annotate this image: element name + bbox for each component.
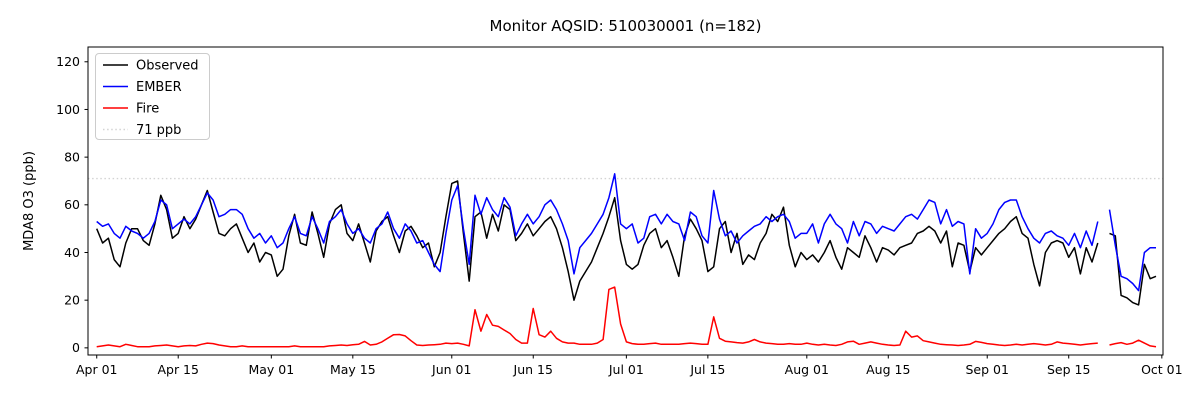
- x-tick-label: Jun 15: [513, 362, 553, 377]
- x-tick-label: Aug 01: [785, 362, 829, 377]
- x-tick-label: Apr 15: [157, 362, 199, 377]
- y-axis-label: MDA8 O3 (ppb): [22, 151, 37, 251]
- x-tick-label: Aug 15: [866, 362, 910, 377]
- series-line-ember: [96, 173, 1099, 275]
- legend-label-fire: Fire: [136, 102, 159, 117]
- legend-label-observed: Observed: [136, 59, 199, 74]
- series-line-observed: [1109, 232, 1157, 306]
- legend-box: [95, 53, 210, 140]
- legend: Observed EMBER Fire 71 ppb: [95, 53, 210, 140]
- x-tick-label: May 01: [248, 362, 294, 377]
- x-tick-label: Sep 15: [1047, 362, 1090, 377]
- series-line-observed: [96, 180, 1099, 301]
- series-line-fire: [1109, 339, 1157, 348]
- series-line-fire: [96, 286, 1098, 348]
- y-tick-label: 60: [64, 197, 80, 212]
- x-tick-label: Sep 01: [966, 362, 1009, 377]
- legend-label-ember: EMBER: [136, 80, 182, 95]
- x-tick-label: Jul 01: [608, 362, 644, 377]
- axes-layer: 0 20 40 60 80 100 120 Apr 01 Apr 15 May 01 May 15 J…: [56, 46, 1183, 377]
- x-tick-label: Jul 15: [689, 362, 725, 377]
- series-line-ember: [1108, 209, 1156, 292]
- x-tick-label: Jun 01: [431, 362, 471, 377]
- x-tick-label: Apr 01: [76, 362, 118, 377]
- y-tick-label: 0: [72, 340, 80, 355]
- legend-label-71-ppb: 71 ppb: [136, 123, 181, 138]
- x-tick-label: May 15: [330, 362, 376, 377]
- y-tick-label: 20: [64, 292, 80, 307]
- data-series-layer: [96, 173, 1157, 348]
- chart-title: Monitor AQSID: 510030001 (n=182): [490, 17, 762, 35]
- y-tick-label: 80: [64, 149, 80, 164]
- y-tick-label: 120: [56, 54, 80, 69]
- y-tick-label: 100: [56, 102, 80, 117]
- x-tick-label: Oct 01: [1141, 362, 1183, 377]
- axes-spines: [87, 46, 1164, 356]
- y-tick-label: 40: [64, 245, 80, 260]
